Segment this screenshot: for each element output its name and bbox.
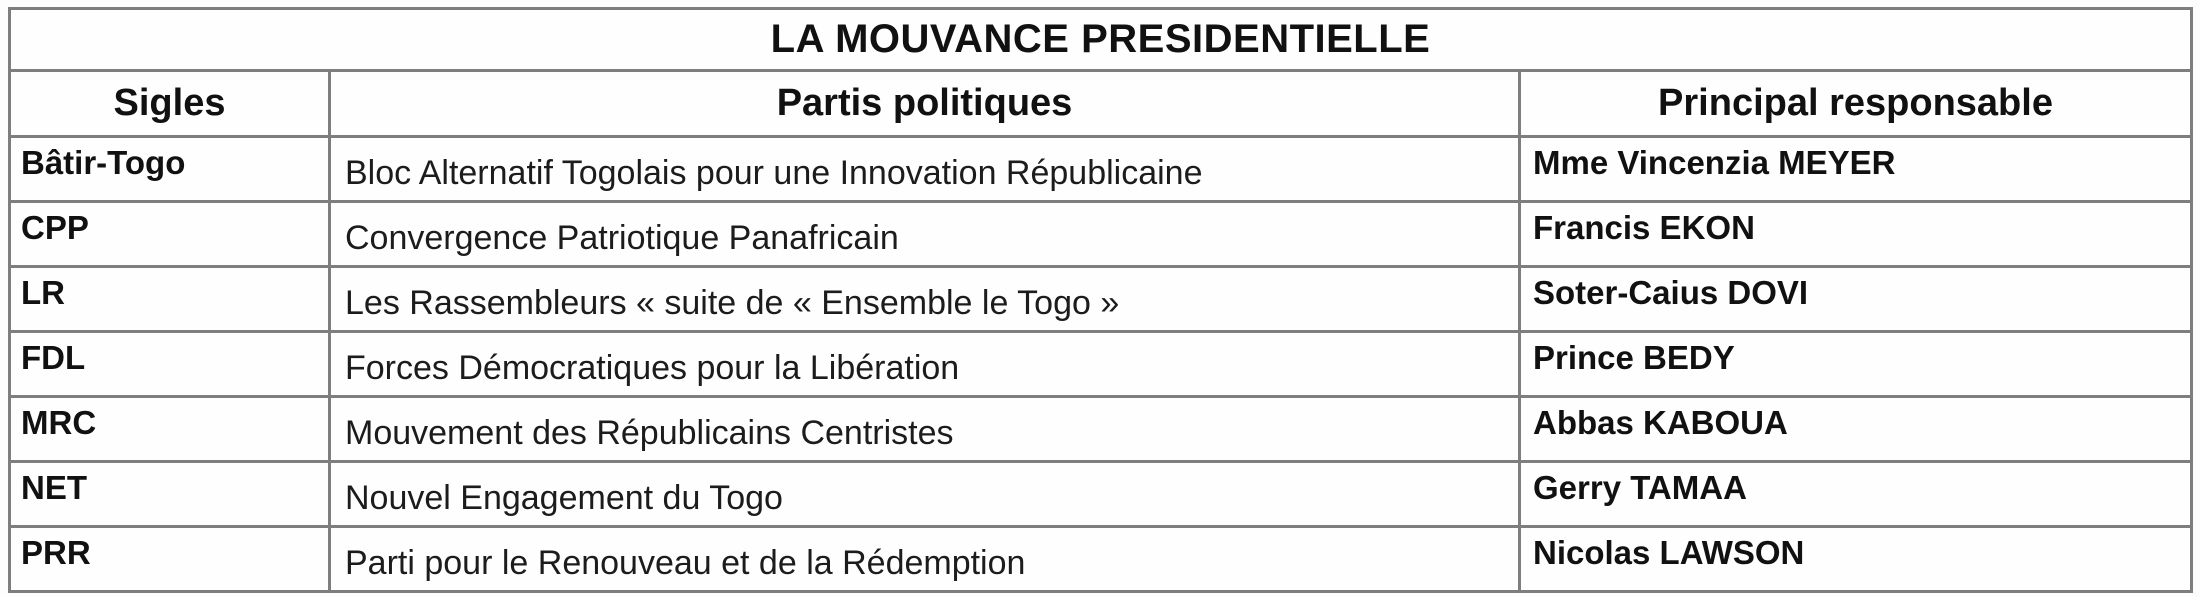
table-row: FDL Forces Démocratiques pour la Libérat… xyxy=(8,330,2194,398)
mouvance-presidentielle-table: LA MOUVANCE PRESIDENTIELLE Sigles Partis… xyxy=(7,7,2194,593)
table-row: CPP Convergence Patriotique Panafricain … xyxy=(8,200,2194,268)
parti-cell: Nouvel Engagement du Togo xyxy=(328,460,1521,528)
sigle-cell: PRR xyxy=(8,525,331,593)
parti-cell: Les Rassembleurs « suite de « Ensemble l… xyxy=(328,265,1521,333)
responsable-cell: Mme Vincenzia MEYER xyxy=(1517,135,2194,203)
responsable-cell: Soter-Caius DOVI xyxy=(1517,265,2194,333)
responsable-cell: Prince BEDY xyxy=(1517,330,2194,398)
responsable-cell: Nicolas LAWSON xyxy=(1517,525,2194,593)
sigle-cell: NET xyxy=(8,460,331,528)
table-row: MRC Mouvement des Républicains Centriste… xyxy=(8,395,2194,463)
responsable-cell: Abbas KABOUA xyxy=(1517,395,2194,463)
header-principal-responsable: Principal responsable xyxy=(1517,69,2194,138)
responsable-cell: Francis EKON xyxy=(1517,200,2194,268)
parti-cell: Parti pour le Renouveau et de la Rédempt… xyxy=(328,525,1521,593)
table-row: LR Les Rassembleurs « suite de « Ensembl… xyxy=(8,265,2194,333)
sigle-cell: MRC xyxy=(8,395,331,463)
parti-cell: Bloc Alternatif Togolais pour une Innova… xyxy=(328,135,1521,203)
parti-cell: Mouvement des Républicains Centristes xyxy=(328,395,1521,463)
table-title-row: LA MOUVANCE PRESIDENTIELLE xyxy=(7,7,2194,72)
header-partis-politiques: Partis politiques xyxy=(328,69,1521,138)
header-sigles: Sigles xyxy=(8,69,331,138)
sigle-cell: CPP xyxy=(8,200,331,268)
table-row: Bâtir-Togo Bloc Alternatif Togolais pour… xyxy=(8,135,2194,203)
parti-cell: Convergence Patriotique Panafricain xyxy=(328,200,1521,268)
sigle-cell: FDL xyxy=(8,330,331,398)
table-header-row: Sigles Partis politiques Principal respo… xyxy=(8,69,2194,138)
table-title: LA MOUVANCE PRESIDENTIELLE xyxy=(7,7,2194,72)
table-row: PRR Parti pour le Renouveau et de la Réd… xyxy=(8,525,2194,593)
sigle-cell: Bâtir-Togo xyxy=(8,135,331,203)
responsable-cell: Gerry TAMAA xyxy=(1517,460,2194,528)
parti-cell: Forces Démocratiques pour la Libération xyxy=(328,330,1521,398)
sigle-cell: LR xyxy=(8,265,331,333)
table-row: NET Nouvel Engagement du Togo Gerry TAMA… xyxy=(8,460,2194,528)
